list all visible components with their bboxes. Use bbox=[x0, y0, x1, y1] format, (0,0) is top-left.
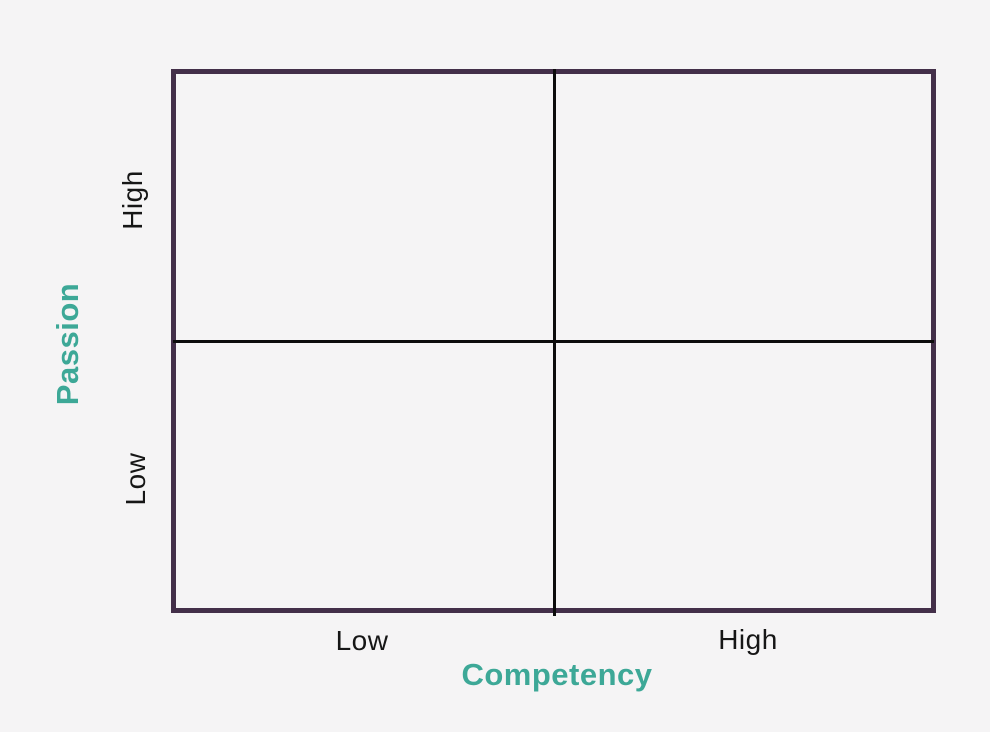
x-axis-low-label: Low bbox=[335, 625, 389, 656]
quadrant-high-passion-low-competency bbox=[176, 74, 554, 341]
y-axis-title: Passion bbox=[50, 282, 85, 406]
y-axis-low-label: Low bbox=[120, 452, 151, 506]
quadrant-low-passion-high-competency bbox=[554, 341, 932, 608]
quadrant-high-passion-high-competency bbox=[554, 74, 932, 341]
quadrant-low-passion-low-competency bbox=[176, 341, 554, 608]
y-axis-high-label: High bbox=[117, 170, 148, 230]
horizontal-divider-line bbox=[173, 340, 934, 343]
x-axis-title: Competency bbox=[461, 657, 653, 692]
x-axis-high-label: High bbox=[718, 624, 778, 655]
